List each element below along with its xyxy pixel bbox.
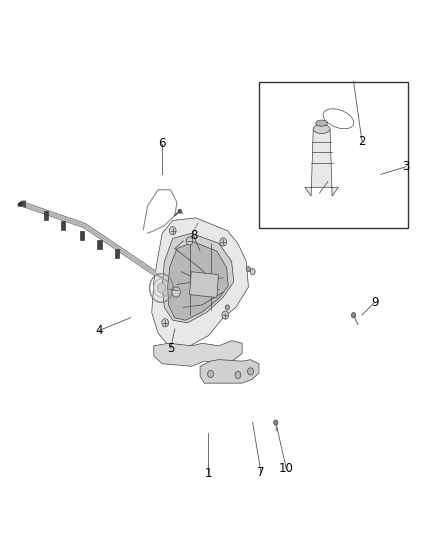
Ellipse shape [316, 120, 328, 126]
Polygon shape [305, 129, 339, 196]
Text: 1: 1 [205, 467, 212, 480]
Bar [115, 249, 119, 259]
Text: 5: 5 [167, 342, 174, 355]
Polygon shape [162, 233, 234, 323]
Text: 7: 7 [257, 466, 265, 479]
Bar [44, 211, 48, 221]
Text: 8: 8 [190, 229, 198, 243]
Polygon shape [168, 242, 228, 320]
Circle shape [247, 368, 254, 375]
Circle shape [250, 269, 255, 274]
Polygon shape [18, 201, 25, 207]
Bar [98, 240, 102, 249]
Circle shape [220, 238, 226, 246]
Text: 10: 10 [279, 462, 294, 475]
Circle shape [172, 287, 180, 297]
Circle shape [186, 237, 193, 245]
Bar [61, 221, 65, 230]
Text: 4: 4 [95, 324, 103, 337]
Circle shape [157, 283, 166, 293]
Circle shape [246, 266, 251, 272]
Text: 3: 3 [403, 160, 410, 173]
Ellipse shape [313, 124, 330, 134]
Circle shape [178, 209, 182, 213]
Circle shape [225, 305, 230, 310]
Text: 9: 9 [371, 296, 378, 309]
Circle shape [162, 319, 169, 327]
Polygon shape [200, 360, 259, 383]
Polygon shape [154, 341, 242, 366]
Circle shape [170, 227, 176, 235]
Polygon shape [152, 218, 248, 349]
Bar [190, 272, 219, 297]
Text: 2: 2 [358, 135, 366, 148]
Circle shape [222, 311, 229, 319]
Circle shape [235, 372, 241, 378]
Circle shape [274, 420, 278, 425]
Text: 6: 6 [159, 137, 166, 150]
Circle shape [19, 202, 22, 206]
Circle shape [208, 370, 214, 377]
Bar [80, 231, 84, 240]
Bar [259, 82, 408, 228]
Circle shape [351, 312, 356, 318]
